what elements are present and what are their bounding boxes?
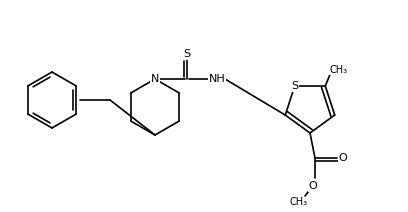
- Text: CH₃: CH₃: [290, 197, 308, 207]
- Text: S: S: [184, 49, 191, 59]
- Text: O: O: [339, 153, 347, 163]
- Text: N: N: [151, 74, 159, 84]
- Text: S: S: [291, 81, 298, 91]
- Text: O: O: [308, 181, 317, 191]
- Text: CH₃: CH₃: [329, 65, 347, 75]
- Text: NH: NH: [208, 74, 225, 84]
